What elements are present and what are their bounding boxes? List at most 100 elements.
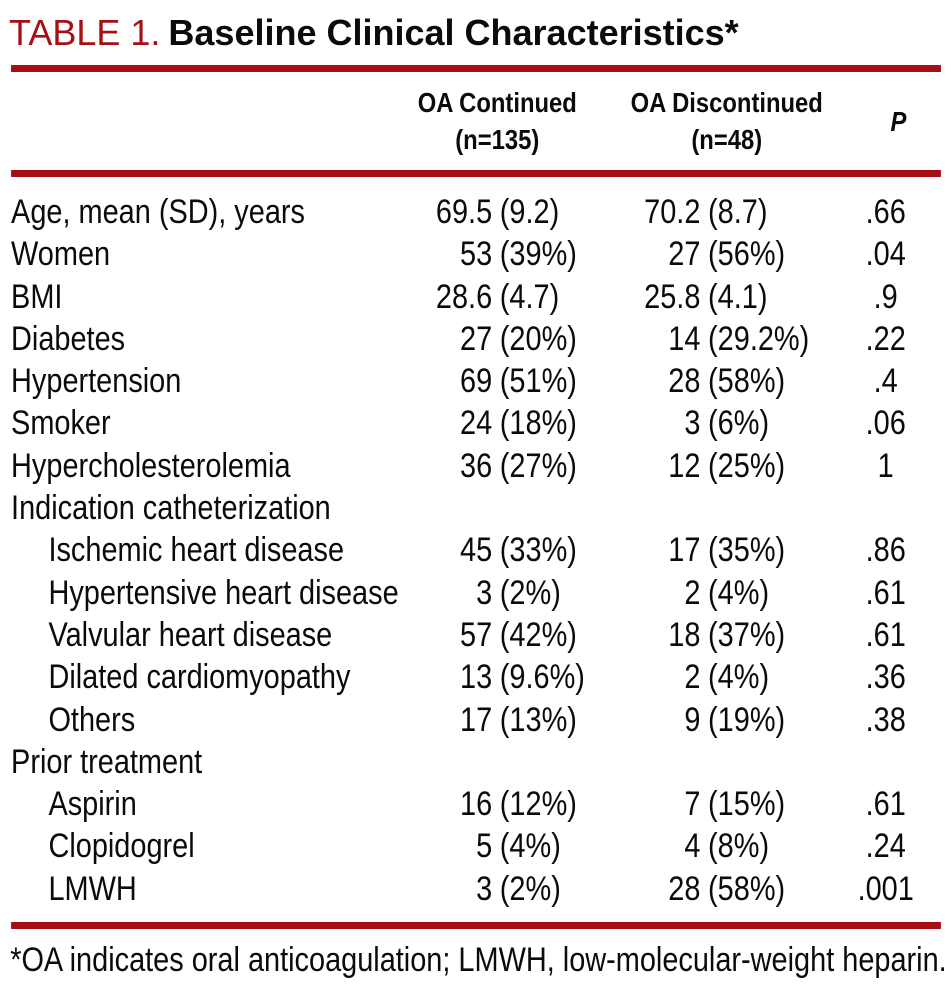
table-row: Age, mean (SD), years 69.5 (9.2) 70.2 (8… (0, 191, 952, 233)
table: OA Continued (n=135) OA Discontinued (n=… (0, 65, 952, 980)
table-header-row: OA Continued (n=135) OA Discontinued (n=… (0, 72, 952, 170)
oa-discontinued-count: 14 (668, 319, 701, 358)
oa-continued-count: 69 (459, 362, 493, 401)
table-body: Age, mean (SD), years 69.5 (9.2) 70.2 (8… (0, 177, 952, 910)
header-rule-divider (11, 170, 941, 177)
column-header-oa-continued-name: OA Continued (417, 87, 577, 118)
oa-continued-count: 45 (459, 531, 493, 570)
table-row: LMWH 3 (2%) 28 (58%) .001 (0, 868, 952, 910)
oa-continued-pct: (13%) (499, 700, 577, 739)
table-row: Dilated cardiomyopathy 13 (9.6%) 2 (4%) … (0, 656, 952, 698)
oa-discontinued-count: 18 (668, 615, 701, 654)
empty-cell (374, 487, 492, 529)
table-row: Others 17 (13%) 9 (19%) .38 (0, 699, 952, 741)
oa-discontinued-count: 4 (684, 827, 701, 866)
section-label: Prior treatment (11, 742, 203, 781)
oa-discontinued-count: 28 (668, 362, 701, 401)
empty-cell (492, 487, 594, 529)
oa-discontinued-count: 2 (684, 573, 701, 612)
table-section-row: Prior treatment (0, 741, 952, 783)
table-row: Ischemic heart disease 45 (33%) 17 (35%)… (0, 529, 952, 571)
empty-cell (819, 487, 952, 529)
oa-discontinued-pct: (37%) (708, 615, 786, 654)
row-label: Valvular heart disease (48, 615, 333, 654)
oa-continued-count: 57 (459, 615, 493, 654)
oa-discontinued-count: 9 (684, 700, 701, 739)
oa-discontinued-pct: (56%) (708, 235, 786, 274)
oa-continued-pct: (18%) (499, 404, 577, 443)
oa-continued-pct: (2%) (499, 573, 561, 612)
column-header-p-value: P (890, 105, 907, 137)
p-value: .66 (865, 193, 906, 231)
oa-continued-count: 28.6 (435, 277, 493, 316)
oa-continued-pct: (4.7) (499, 277, 560, 316)
p-value: .61 (865, 615, 906, 654)
empty-cell (594, 741, 700, 783)
oa-discontinued-pct: (8%) (708, 827, 770, 866)
oa-discontinued-pct: (6%) (708, 404, 770, 443)
column-header-oa-discontinued-n: (n=48) (691, 124, 763, 155)
oa-continued-count: 3 (476, 869, 493, 908)
table-row: Valvular heart disease 57 (42%) 18 (37%)… (0, 614, 952, 656)
column-header-oa-continued: OA Continued (n=135) (374, 84, 621, 158)
oa-continued-pct: (12%) (499, 785, 577, 824)
oa-discontinued-pct: (8.7) (708, 193, 768, 231)
empty-cell (700, 741, 819, 783)
p-value: .06 (865, 404, 906, 443)
table-row: Women 53 (39%) 27 (56%) .04 (0, 233, 952, 275)
row-label: Women (11, 235, 111, 274)
oa-continued-pct: (20%) (499, 319, 577, 358)
empty-cell (594, 487, 700, 529)
oa-discontinued-count: 28 (668, 869, 701, 908)
table-row: Clopidogrel 5 (4%) 4 (8%) .24 (0, 825, 952, 867)
column-header-oa-discontinued: OA Discontinued (n=48) (621, 84, 834, 158)
oa-discontinued-pct: (4%) (708, 573, 770, 612)
row-label: Diabetes (11, 319, 126, 358)
oa-continued-pct: (2%) (499, 869, 561, 908)
oa-discontinued-pct: (25%) (708, 446, 786, 485)
p-value: .22 (865, 319, 906, 358)
bottom-rule-divider (11, 922, 941, 930)
oa-continued-count: 13 (459, 658, 493, 697)
p-value: .61 (865, 785, 906, 824)
p-value: .001 (857, 869, 914, 908)
table-title: TABLE 1. Baseline Clinical Characteristic… (0, 0, 952, 54)
oa-discontinued-count: 27 (668, 235, 701, 274)
row-label: Others (48, 700, 136, 739)
row-label: Age, mean (SD), years (11, 193, 305, 231)
oa-continued-count: 17 (459, 700, 493, 739)
row-label: Hypertensive heart disease (48, 573, 399, 612)
oa-continued-count: 69.5 (435, 193, 493, 231)
p-value: .61 (865, 573, 906, 612)
oa-continued-count: 27 (459, 319, 493, 358)
oa-continued-count: 5 (476, 827, 493, 866)
oa-continued-pct: (39%) (499, 235, 577, 274)
table-row: Aspirin 16 (12%) 7 (15%) .61 (0, 783, 952, 825)
p-value: .04 (865, 235, 906, 274)
oa-continued-count: 3 (476, 573, 493, 612)
empty-cell (819, 741, 952, 783)
oa-discontinued-count: 7 (684, 785, 701, 824)
oa-discontinued-count: 70.2 (644, 193, 701, 231)
oa-discontinued-pct: (15%) (708, 785, 786, 824)
top-rule-divider (11, 65, 941, 72)
oa-continued-count: 36 (459, 446, 493, 485)
oa-discontinued-pct: (4%) (708, 658, 770, 697)
table-number: TABLE 1. (9, 12, 161, 53)
oa-continued-pct: (33%) (499, 531, 577, 570)
table-row: Hypertensive heart disease 3 (2%) 2 (4%)… (0, 572, 952, 614)
oa-continued-pct: (42%) (499, 615, 577, 654)
oa-continued-pct: (4%) (499, 827, 561, 866)
table-row: BMI 28.6 (4.7) 25.8 (4.1) .9 (0, 276, 952, 318)
oa-discontinued-pct: (58%) (708, 362, 786, 401)
section-label: Indication catheterization (11, 489, 331, 528)
oa-discontinued-count: 17 (668, 531, 701, 570)
table-row: Diabetes 27 (20%) 14 (29.2%) .22 (0, 318, 952, 360)
oa-continued-count: 24 (459, 404, 493, 443)
oa-discontinued-count: 25.8 (644, 277, 701, 316)
p-value: .24 (865, 827, 906, 866)
table-title-text: Baseline Clinical Characteristics* (168, 12, 739, 53)
oa-continued-count: 53 (459, 235, 493, 274)
row-label: BMI (11, 277, 63, 316)
